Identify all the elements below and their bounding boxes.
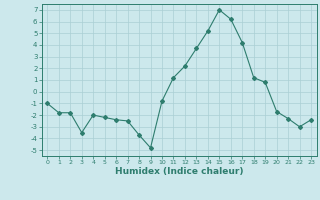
X-axis label: Humidex (Indice chaleur): Humidex (Indice chaleur) [115, 167, 244, 176]
